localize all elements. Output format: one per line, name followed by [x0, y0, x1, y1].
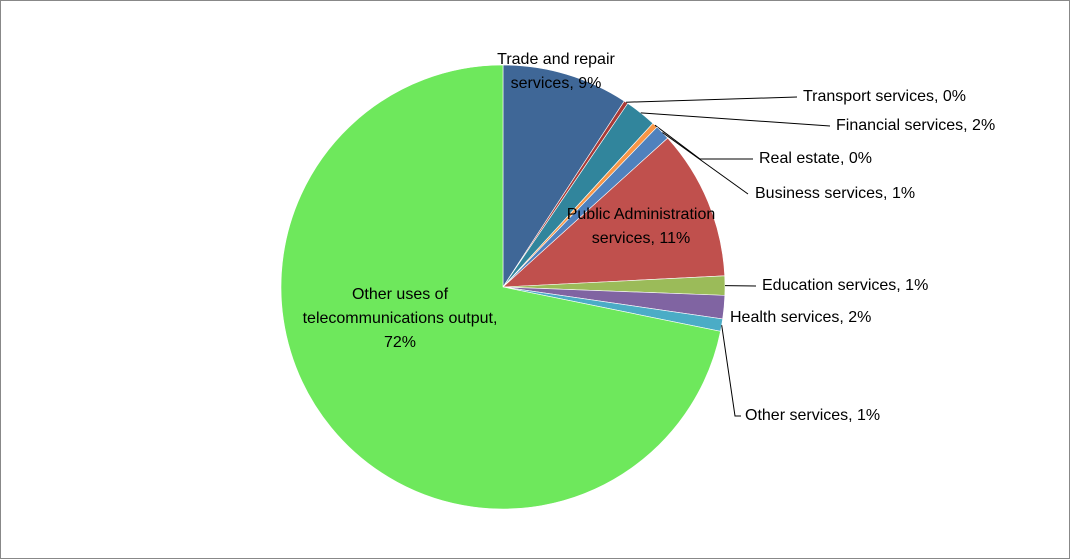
data-label: Financial services, 2% [836, 117, 996, 134]
data-label: Trade and repair services, 9% [497, 51, 615, 92]
data-label: Transport services, 0% [803, 88, 967, 105]
data-label: Other services, 1% [745, 407, 881, 424]
data-label: Other uses of telecommunications output,… [302, 286, 498, 351]
pie-slice [280, 64, 721, 510]
pie-slice [502, 137, 726, 288]
pie-slice [502, 64, 625, 289]
leader-line [721, 325, 741, 417]
data-label: Health services, 2% [730, 309, 872, 326]
leader-line [626, 96, 798, 103]
data-label: Business services, 1% [755, 185, 916, 202]
data-label: Real estate, 0% [759, 150, 872, 167]
leader-line [640, 112, 831, 127]
leader-line [662, 132, 749, 195]
data-label: Education services, 1% [762, 277, 929, 294]
data-label: Public Administration services, 11% [566, 206, 716, 247]
